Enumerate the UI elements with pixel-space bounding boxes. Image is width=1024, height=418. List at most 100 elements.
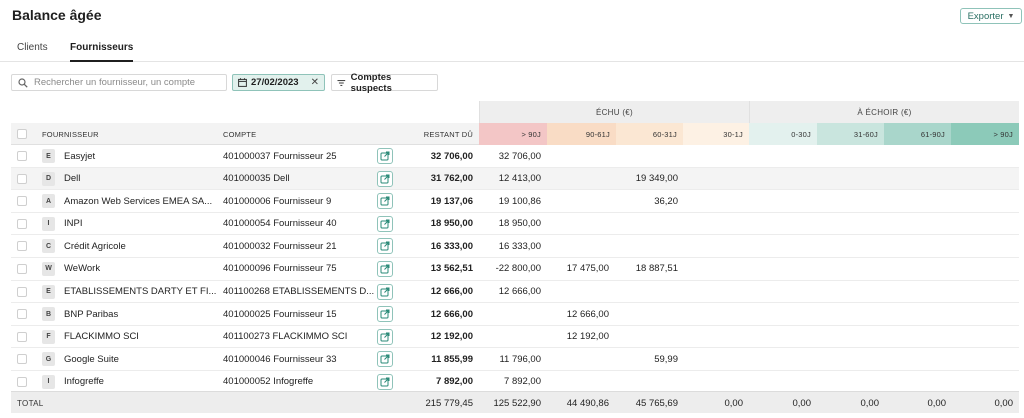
echu-60-31-value: 19 349,00 [635, 173, 678, 185]
column-header-echu-90-61[interactable]: 90-61J [547, 123, 616, 145]
row-checkbox[interactable] [17, 354, 27, 365]
row-checkbox[interactable] [17, 286, 27, 297]
column-header-echu-90plus[interactable]: > 90J [479, 123, 547, 145]
account-label: 401000006 Fournisseur 9 [223, 195, 332, 207]
table-row[interactable]: C Crédit Agricole 401000032 Fournisseur … [11, 235, 1019, 258]
account-label: 401000046 Fournisseur 33 [223, 353, 337, 365]
open-external-icon[interactable] [377, 260, 393, 277]
select-all-checkbox[interactable] [17, 129, 27, 139]
echu-90plus-value: 19 100,86 [498, 195, 541, 207]
date-filter-chip[interactable]: 27/02/2023 ✕ [232, 74, 325, 91]
column-header-echoir-0-30[interactable]: 0-30J [749, 123, 817, 145]
echu-90plus-value: 11 796,00 [499, 353, 541, 365]
account-label: 401000037 Fournisseur 25 [223, 150, 337, 162]
total-restant-du: 215 779,45 [425, 397, 473, 409]
open-external-icon[interactable] [377, 283, 393, 300]
open-external-icon[interactable] [377, 193, 393, 210]
total-label: TOTAL [17, 398, 44, 408]
row-checkbox[interactable] [17, 309, 27, 320]
column-header-echoir-31-60[interactable]: 31-60J [817, 123, 884, 145]
open-external-icon[interactable] [377, 215, 393, 232]
account-label: 401000032 Fournisseur 21 [223, 240, 337, 252]
tab-clients[interactable]: Clients [17, 42, 48, 53]
echu-90plus-value: 32 706,00 [498, 150, 541, 162]
supplier-name: Infogreffe [64, 376, 104, 388]
table-row[interactable]: E ETABLISSEMENTS DARTY ET FI... 40110026… [11, 280, 1019, 304]
open-external-icon[interactable] [377, 148, 393, 164]
search-input[interactable] [34, 77, 214, 88]
column-header-echu-60-31[interactable]: 60-31J [616, 123, 683, 145]
row-checkbox[interactable] [17, 241, 27, 252]
open-external-icon[interactable] [377, 351, 393, 368]
tab-fournisseurs[interactable]: Fournisseurs [70, 42, 134, 62]
supplier-avatar: F [42, 329, 55, 344]
column-header-echoir-90plus[interactable]: > 90J [951, 123, 1019, 145]
suspect-accounts-button[interactable]: Comptes suspects [331, 71, 438, 94]
total-echu-30-1: 0,00 [724, 397, 744, 409]
row-checkbox[interactable] [17, 263, 27, 274]
chevron-down-icon: ▼ [1007, 12, 1015, 20]
echu-60-31-value [616, 303, 678, 325]
open-external-icon[interactable] [377, 328, 393, 345]
row-checkbox[interactable] [17, 218, 27, 229]
date-filter-value: 27/02/2023 [251, 77, 299, 88]
table-row[interactable]: I INPI 401000054 Fournisseur 40 18 950,0… [11, 212, 1019, 236]
suspect-accounts-label: Comptes suspects [350, 71, 392, 94]
account-label: 401000025 Fournisseur 15 [223, 308, 337, 320]
supplier-name: Google Suite [64, 353, 119, 365]
total-row: TOTAL 215 779,45 125 522,90 44 490,86 45… [11, 391, 1019, 413]
row-checkbox[interactable] [17, 151, 27, 161]
group-header-row: ÉCHU (€) À ÉCHOIR (€) [11, 101, 1019, 123]
column-header-row: FOURNISSEUR COMPTE RESTANT DÛ > 90J 90-6… [11, 123, 1019, 145]
column-header-fournisseur[interactable]: FOURNISSEUR [42, 129, 99, 139]
echu-90plus-value [479, 326, 541, 348]
echu-90-61-value [547, 213, 609, 235]
account-label: 401100268 ETABLISSEMENTS D... [223, 286, 375, 298]
column-header-echoir-61-90[interactable]: 61-90J [884, 123, 951, 145]
export-button[interactable]: Exporter ▼ [960, 8, 1022, 24]
echu-60-31-value [616, 235, 678, 257]
echu-90-61-value: 12 192,00 [566, 331, 609, 343]
echu-90-61-value [547, 168, 609, 190]
supplier-name: ETABLISSEMENTS DARTY ET FI... [64, 286, 217, 298]
open-external-icon[interactable] [377, 238, 393, 255]
echu-90-61-value [547, 145, 609, 167]
echu-90-61-value [547, 235, 609, 257]
open-external-icon[interactable] [377, 306, 393, 323]
search-box[interactable] [11, 74, 227, 91]
supplier-name: INPI [64, 218, 83, 230]
echu-90plus-value: -22 800,00 [495, 263, 541, 275]
account-label: 401100273 FLACKIMMO SCI [223, 331, 348, 343]
open-external-icon[interactable] [377, 170, 393, 187]
table-row[interactable]: A Amazon Web Services EMEA SA... 4010000… [11, 190, 1019, 213]
close-icon[interactable]: ✕ [310, 77, 319, 88]
page-title: Balance âgée [12, 7, 102, 23]
row-checkbox[interactable] [17, 196, 27, 207]
supplier-avatar: E [42, 284, 55, 299]
supplier-name: FLACKIMMO SCI [64, 331, 139, 343]
table-row[interactable]: G Google Suite 401000046 Fournisseur 33 … [11, 348, 1019, 371]
echu-90-61-value [547, 281, 609, 303]
table-body: E Easyjet 401000037 Fournisseur 25 32 70… [11, 145, 1019, 394]
total-echoir-31-60: 0,00 [860, 397, 880, 409]
table-row[interactable]: F FLACKIMMO SCI 401100273 FLACKIMMO SCI … [11, 325, 1019, 349]
row-checkbox[interactable] [17, 376, 27, 387]
table-row[interactable]: B BNP Paribas 401000025 Fournisseur 15 1… [11, 303, 1019, 326]
table-row[interactable]: W WeWork 401000096 Fournisseur 75 13 562… [11, 257, 1019, 281]
column-header-echu-30-1[interactable]: 30-1J [683, 123, 749, 145]
open-external-icon[interactable] [377, 373, 393, 390]
calendar-icon [238, 78, 247, 87]
row-checkbox[interactable] [17, 173, 27, 184]
echu-60-31-value [616, 326, 678, 348]
total-echu-90plus: 125 522,90 [493, 397, 541, 409]
supplier-avatar: C [42, 239, 55, 254]
table-row[interactable]: D Dell 401000035 Dell 31 762,00 12 413,0… [11, 167, 1019, 191]
echu-60-31-value: 36,20 [654, 195, 678, 207]
column-header-compte[interactable]: COMPTE [223, 129, 257, 139]
table-row[interactable]: E Easyjet 401000037 Fournisseur 25 32 70… [11, 145, 1019, 168]
column-header-restant[interactable]: RESTANT DÛ [423, 129, 473, 139]
row-checkbox[interactable] [17, 331, 27, 342]
echu-90-61-value [547, 190, 609, 212]
filter-icon [337, 79, 346, 86]
echu-60-31-value [616, 371, 678, 393]
